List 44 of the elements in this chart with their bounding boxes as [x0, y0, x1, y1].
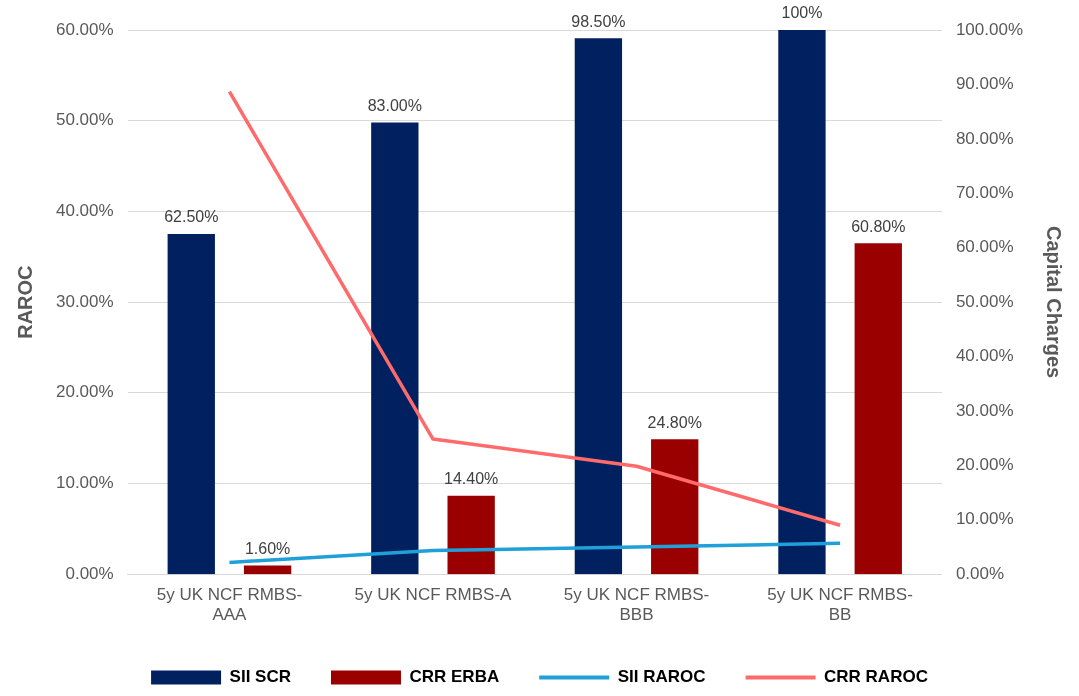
y2-tick-label: 70.00% [955, 182, 1014, 202]
y-tick-label: 60.00% [55, 19, 114, 39]
bar [651, 439, 699, 575]
y-tick-label: 0.00% [65, 563, 114, 583]
y-axis-title: RAROC [13, 265, 36, 339]
data-label: 1.60% [244, 539, 291, 557]
y2-tick-label: 100.00% [955, 19, 1024, 39]
bar [447, 495, 495, 575]
bar [167, 234, 215, 575]
y2-tick-label: 50.00% [955, 291, 1014, 311]
data-label: 62.50% [164, 208, 219, 226]
data-label: 98.50% [571, 12, 626, 30]
legend-label: SII RAROC [617, 667, 706, 687]
y2-tick-label: 60.00% [955, 237, 1014, 257]
legend-label: SII SCR [229, 667, 291, 687]
y-tick-label: 30.00% [55, 291, 114, 311]
bar [778, 30, 826, 575]
y-tick-label: 20.00% [55, 382, 114, 402]
bar [243, 565, 292, 575]
x-tick-label: 5y UK NCF RMBS-AAA [156, 585, 303, 625]
y2-tick-label: 90.00% [955, 74, 1014, 94]
y2-tick-label: 80.00% [955, 128, 1014, 148]
y2-tick-label: 20.00% [955, 455, 1014, 475]
legend-label: CRR RAROC [824, 667, 928, 687]
legend-label: CRR ERBA [409, 667, 500, 687]
x-tick-label: 5y UK NCF RMBS-BB [767, 585, 913, 625]
y-tick-label: 50.00% [55, 110, 114, 130]
data-label: 83.00% [367, 96, 422, 114]
data-label: 100% [781, 4, 823, 22]
y2-tick-label: 40.00% [955, 346, 1014, 366]
y2-axis-title: Capital Charges [1043, 225, 1066, 379]
x-tick-label: 5y UK NCF RMBS-BBB [563, 585, 710, 625]
x-tick-label: 5y UK NCF RMBS-A [354, 585, 513, 605]
y2-tick-label: 30.00% [955, 400, 1014, 420]
bar [854, 243, 902, 575]
y2-tick-label: 10.00% [955, 509, 1014, 529]
data-label: 60.80% [851, 217, 906, 235]
bar [371, 122, 419, 575]
data-label: 14.40% [444, 470, 499, 488]
data-label: 24.80% [647, 413, 702, 431]
bar [574, 38, 623, 575]
y-tick-label: 10.00% [55, 473, 114, 493]
y2-tick-label: 0.00% [955, 563, 1005, 583]
y-tick-label: 40.00% [55, 201, 114, 221]
